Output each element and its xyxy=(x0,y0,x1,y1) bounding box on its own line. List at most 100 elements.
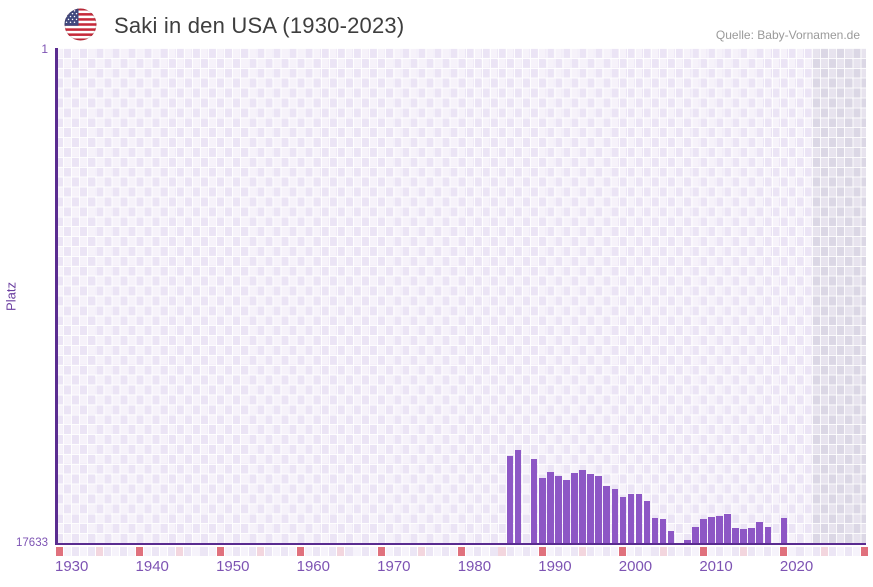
rank-bar-2004 xyxy=(651,517,659,543)
marker-cell xyxy=(474,546,482,556)
source-credit: Quelle: Baby-Vornamen.de xyxy=(715,28,860,42)
marker-cell xyxy=(651,546,659,556)
marker-cell xyxy=(643,546,651,556)
rank-bar-2014 xyxy=(732,528,739,543)
marker-cell xyxy=(385,546,393,556)
marker-cell xyxy=(248,546,256,556)
half-decade-marker xyxy=(417,546,426,556)
x-tick-label-2010: 2010 xyxy=(699,558,733,575)
decade-marker xyxy=(136,546,144,556)
marker-cell xyxy=(264,546,272,556)
half-decade-marker xyxy=(176,546,184,556)
rank-bar-1989 xyxy=(530,458,538,543)
marker-cell xyxy=(788,546,796,556)
marker-cell xyxy=(828,546,836,556)
marker-cell xyxy=(635,546,643,556)
marker-cell xyxy=(732,546,740,556)
marker-cell xyxy=(353,546,361,556)
marker-cell xyxy=(321,546,329,556)
rank-bar-2002 xyxy=(635,494,643,543)
page-title: Saki in den USA (1930-2023) xyxy=(114,13,405,38)
rank-bar-2013 xyxy=(724,513,731,543)
decade-marker xyxy=(780,546,788,556)
marker-cell xyxy=(570,546,579,556)
decade-marker xyxy=(699,546,707,556)
half-decade-marker xyxy=(740,546,748,556)
marker-cell xyxy=(160,546,168,556)
marker-cell xyxy=(546,546,554,556)
rank-bar-2016 xyxy=(748,528,755,543)
marker-cell xyxy=(232,546,240,556)
marker-cell xyxy=(305,546,313,556)
rank-bar-1997 xyxy=(595,476,602,543)
marker-cell xyxy=(683,546,691,556)
marker-cell xyxy=(393,546,401,556)
rank-bar-1995 xyxy=(579,469,586,543)
marker-cell xyxy=(425,546,434,556)
rank-bar-2001 xyxy=(627,494,635,543)
marker-cell xyxy=(345,546,353,556)
marker-cell xyxy=(442,546,450,556)
marker-cell xyxy=(554,546,562,556)
marker-cell xyxy=(562,546,570,556)
rank-bar-2009 xyxy=(692,526,699,543)
half-decade-marker xyxy=(498,546,506,556)
rank-bar-2011 xyxy=(708,517,715,543)
marker-cell xyxy=(208,546,216,556)
marker-cell xyxy=(836,546,844,556)
marker-cell xyxy=(844,546,852,556)
x-tick-label-1930: 1930 xyxy=(55,558,89,575)
rank-bar-1992 xyxy=(555,476,562,543)
marker-cell xyxy=(200,546,208,556)
marker-cell xyxy=(627,546,635,556)
x-tick-label-1970: 1970 xyxy=(377,558,411,575)
rank-bar-2018 xyxy=(764,526,772,543)
rank-bar-2006 xyxy=(667,531,675,543)
rank-bar-1986 xyxy=(506,455,514,543)
marker-cell xyxy=(667,546,675,556)
marker-cell xyxy=(144,546,152,556)
rank-bar-1998 xyxy=(603,485,610,543)
marker-cell xyxy=(450,546,458,556)
marker-cell xyxy=(281,546,289,556)
marker-cell xyxy=(522,546,530,556)
marker-cell xyxy=(369,546,377,556)
x-tick-label-2000: 2000 xyxy=(618,558,653,575)
marker-cell xyxy=(111,546,119,556)
marker-cell xyxy=(184,546,192,556)
marker-cell xyxy=(401,546,409,556)
half-decade-marker xyxy=(95,546,103,556)
y-axis-line xyxy=(55,48,58,545)
marker-cell xyxy=(490,546,498,556)
rank-bar-2008 xyxy=(684,540,691,543)
decade-marker xyxy=(619,546,627,556)
marker-cell xyxy=(723,546,732,556)
marker-cell xyxy=(466,546,474,556)
x-tick-label-1990: 1990 xyxy=(538,558,572,575)
marker-cell xyxy=(119,546,128,556)
decade-marker xyxy=(538,546,546,556)
rank-bar-2012 xyxy=(716,515,723,543)
marker-cell xyxy=(772,546,780,556)
x-tick-label-1960: 1960 xyxy=(296,558,330,575)
rank-bar-2017 xyxy=(756,521,763,543)
marker-cell xyxy=(224,546,232,556)
marker-cell xyxy=(756,546,764,556)
marker-cell xyxy=(482,546,490,556)
marker-cell xyxy=(764,546,772,556)
half-decade-marker xyxy=(579,546,587,556)
x-tick-label-1950: 1950 xyxy=(216,558,250,575)
marker-cell xyxy=(852,546,860,556)
marker-cell xyxy=(707,546,715,556)
marker-cell xyxy=(192,546,200,556)
rank-bar-1993 xyxy=(563,480,570,543)
half-decade-marker xyxy=(337,546,345,556)
decade-marker xyxy=(297,546,305,556)
x-tick-label-2020: 2020 xyxy=(779,558,814,575)
y-tick-bottom: 17633 xyxy=(16,537,48,549)
marker-cell xyxy=(514,546,522,556)
half-decade-marker xyxy=(256,546,264,556)
rank-bar-1999 xyxy=(611,489,619,543)
decade-marker xyxy=(860,546,868,556)
